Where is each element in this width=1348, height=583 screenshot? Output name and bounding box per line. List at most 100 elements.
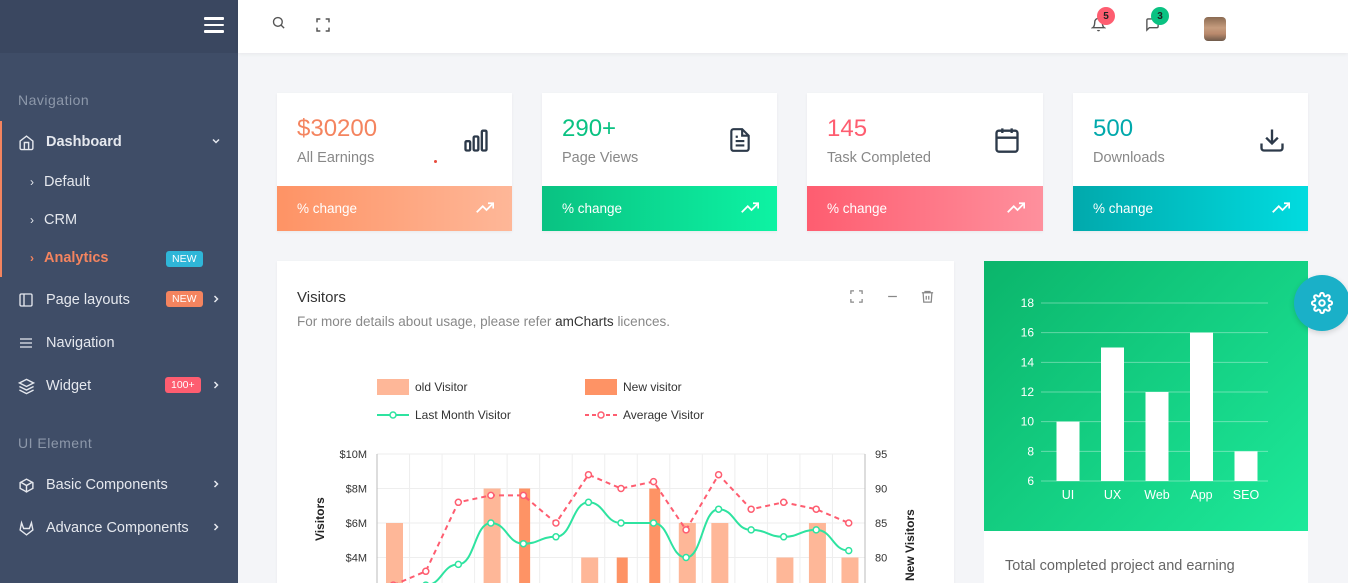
sidebar-item-page-layouts[interactable]: Page layouts — [0, 282, 238, 318]
bar-old-visitor — [808, 523, 826, 583]
stat-card-downloads: 500 Downloads % change — [1073, 93, 1308, 231]
download-icon — [1258, 126, 1286, 154]
settings-button[interactable] — [1294, 275, 1348, 331]
line-point — [714, 470, 723, 479]
stat-footer: % change — [277, 186, 512, 231]
bar-old-visitor — [841, 557, 859, 583]
x-tick-label: UX — [1104, 488, 1122, 502]
stat-card-tasks: 145 Task Completed % change — [807, 93, 1043, 231]
new-badge: NEW — [166, 251, 203, 267]
sidebar-item-label: Advance Components — [46, 520, 189, 536]
x-tick-label: App — [1190, 488, 1212, 502]
y-tick-label: $4M — [346, 553, 367, 565]
stat-value: 500 — [1093, 115, 1134, 142]
chevron-right-icon — [210, 478, 222, 493]
line-point — [844, 519, 853, 527]
sidebar: Navigation Dashboard › Default › CRM › Anal… — [0, 0, 238, 583]
search-icon[interactable] — [271, 15, 289, 33]
maximize-icon[interactable] — [849, 289, 865, 305]
stat-footer-label: % change — [1093, 201, 1154, 216]
line-point — [812, 505, 820, 513]
avatar[interactable] — [1204, 17, 1226, 41]
earning-card-title: Total completed project and earning — [1005, 558, 1235, 574]
line-point — [682, 553, 690, 562]
line-point — [584, 470, 593, 479]
line-point — [422, 567, 430, 576]
line-point — [519, 491, 528, 500]
line-point — [649, 519, 658, 527]
gitlab-icon — [17, 519, 35, 537]
fullscreen-icon[interactable] — [315, 17, 333, 35]
sidebar-subitem-default[interactable]: › Default — [30, 174, 90, 190]
line-point — [779, 498, 788, 507]
y-tick-label: $10M — [339, 449, 367, 461]
sidebar-item-label: Dashboard — [46, 134, 122, 150]
line-point — [747, 526, 755, 534]
sidebar-item-navigation[interactable]: Navigation — [0, 325, 238, 361]
stat-label: Page Views — [562, 150, 639, 166]
trending-up-icon — [476, 200, 495, 214]
stat-footer: % change — [1073, 186, 1308, 231]
y-tick-label: 6 — [1027, 474, 1034, 488]
chevron-right-icon — [210, 521, 222, 536]
x-tick-label: SEO — [1233, 488, 1260, 502]
legend-label: New visitor — [623, 380, 682, 394]
legend-marker — [597, 411, 605, 419]
chevron-right-icon — [210, 293, 222, 308]
sidebar-item-basic-components[interactable]: Basic Components — [0, 467, 238, 503]
topbar: 5 3 — [238, 0, 1348, 53]
file-text-icon — [727, 126, 755, 154]
dot-marker — [434, 160, 437, 163]
line-point — [714, 505, 723, 513]
sidebar-item-dashboard[interactable]: Dashboard — [0, 124, 238, 160]
menu-toggle-icon[interactable] — [204, 17, 224, 33]
sidebar-item-widget[interactable]: Widget — [0, 368, 238, 404]
messages-button[interactable]: 3 — [1145, 7, 1169, 35]
bar-old-visitor — [678, 523, 696, 583]
y2-tick-label: 85 — [875, 518, 887, 530]
bar — [1056, 421, 1080, 481]
legend-label: Average Visitor — [623, 408, 704, 422]
x-tick-label: Web — [1144, 488, 1170, 502]
chevron-right-icon — [210, 379, 222, 394]
stat-footer-label: % change — [827, 201, 888, 216]
sidebar-subitem-analytics[interactable]: › Analytics — [30, 250, 109, 266]
notifications-button[interactable]: 5 — [1090, 7, 1115, 35]
trending-up-icon — [1272, 200, 1291, 214]
minimize-icon[interactable] — [885, 289, 901, 305]
trash-icon[interactable] — [920, 289, 936, 305]
sidebar-item-label: Page layouts — [46, 292, 130, 308]
bar-old-visitor — [581, 557, 599, 583]
subtitle-text: licences. — [617, 314, 670, 329]
bar — [1234, 451, 1258, 481]
line-point — [844, 546, 853, 555]
y2-tick-label: 90 — [875, 484, 887, 496]
y2-tick-label: 95 — [875, 449, 887, 461]
stat-label: All Earnings — [297, 150, 375, 166]
sidebar-subitem-label: CRM — [44, 212, 78, 228]
gear-icon — [1311, 292, 1333, 314]
sidebar-subitem-crm[interactable]: › CRM — [30, 212, 78, 228]
line-point — [617, 484, 625, 493]
line-point — [552, 533, 560, 541]
y-tick-label: 18 — [1021, 296, 1035, 310]
line-point — [487, 519, 495, 527]
nav-caption-ui-element: UI Element — [18, 435, 93, 451]
line-point — [747, 505, 755, 513]
legend-swatch — [377, 379, 409, 395]
new-badge: NEW — [166, 291, 203, 307]
layout-icon — [17, 291, 35, 309]
bar-old-visitor — [711, 523, 729, 583]
y2-tick-label: 80 — [875, 553, 887, 565]
sidebar-item-advance-components[interactable]: Advance Components — [0, 510, 238, 546]
line-point — [584, 498, 593, 507]
stat-footer: % change — [542, 186, 777, 231]
y-tick-label: 10 — [1021, 415, 1035, 429]
y-tick-label: $6M — [346, 518, 367, 530]
legend-swatch — [585, 379, 617, 395]
legend-label: Last Month Visitor — [415, 408, 511, 422]
amcharts-link[interactable]: amCharts — [555, 314, 614, 329]
layers-icon — [17, 377, 35, 395]
bar-chart-icon — [462, 126, 490, 154]
line-point — [812, 526, 820, 534]
